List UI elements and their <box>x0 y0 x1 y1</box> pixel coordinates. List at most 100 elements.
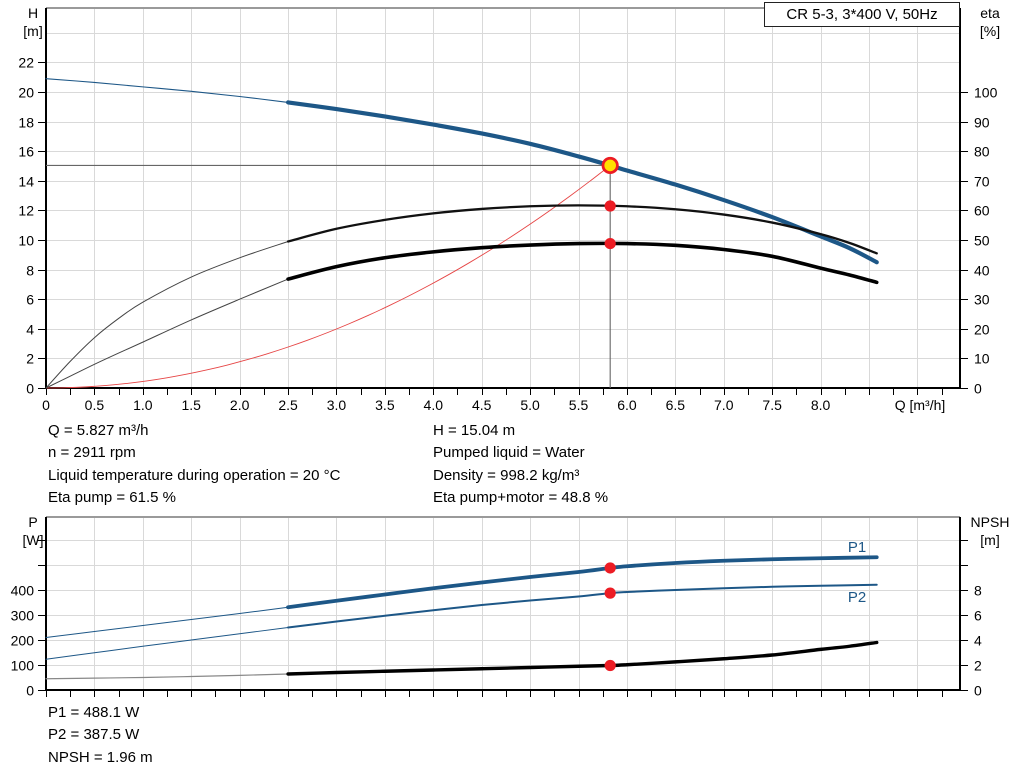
h-q-curve-thin <box>45 78 289 103</box>
operating-data-right-column: H = 15.04 m Pumped liquid = Water Densit… <box>433 420 608 509</box>
power-data-block: P1 = 488.1 W P2 = 387.5 W NPSH = 1.96 m <box>48 702 153 769</box>
y-left-axis-unit: [m] <box>23 23 42 39</box>
ticks <box>38 61 968 395</box>
eta-pump-motor-curve-thin <box>45 278 289 389</box>
gridlines <box>46 517 960 690</box>
y-right-axis-unit: [m] <box>980 532 999 548</box>
p1-curve-thin <box>45 606 289 638</box>
p1-value-line: P1 = 488.1 W <box>48 704 140 721</box>
y-left-tick-label: 100 <box>11 658 35 674</box>
qh-eta-chart: 0 0.5 1.0 1.5 2.0 2.5 3.0 3.5 4.0 4.5 5.0 5.5 6.0 6.5… <box>18 5 1000 413</box>
y-right-axis-unit: [%] <box>980 23 1000 39</box>
eta-pump-curve <box>286 204 878 255</box>
y-left-tick-label: 300 <box>11 608 35 624</box>
y-right-tick-label: 0 <box>974 683 982 699</box>
x-tick-label: 4.0 <box>424 397 444 413</box>
x-tick-label: 3.0 <box>327 397 347 413</box>
flow-value-line: Q = 5.827 m³/h <box>48 422 149 439</box>
x-tick-label: 3.5 <box>375 397 395 413</box>
y-left-tick-label: 16 <box>18 144 34 160</box>
y-right-tick-label: 0 <box>974 381 982 397</box>
y-left-tick-label: 200 <box>11 633 35 649</box>
y-right-tick-label: 50 <box>974 233 990 249</box>
x-tick-label: 6.0 <box>617 397 637 413</box>
y-left-tick-label: 0 <box>26 683 34 699</box>
liquid-temp-line: Liquid temperature during operation = 20… <box>48 466 341 484</box>
x-tick-label: 1.5 <box>181 397 201 413</box>
operating-data-left-column: Q = 5.827 m³/h n = 2911 rpm Liquid tempe… <box>48 420 340 509</box>
x-axis-unit-label: Q [m³/h] <box>895 397 946 413</box>
y-left-axis-title: H <box>28 5 38 21</box>
y-left-tick-label: 22 <box>18 55 34 71</box>
x-tick-label: 7.5 <box>762 397 782 413</box>
y-left-axis-title: P <box>28 514 37 530</box>
y-right-tick-label: 20 <box>974 322 990 338</box>
y-left-tick-label: 4 <box>26 322 34 338</box>
y-left-tick-label: 400 <box>11 583 35 599</box>
p1-curve <box>286 555 879 610</box>
h-q-curve <box>285 100 879 265</box>
p1-curve-label: P1 <box>848 539 866 556</box>
pump-model-title-box: CR 5-3, 3*400 V, 50Hz <box>764 2 960 27</box>
eta-pump-dot <box>604 200 616 212</box>
y-right-tick-label: 30 <box>974 292 990 308</box>
p2-curve <box>287 583 878 629</box>
y-right-tick-label: 8 <box>974 583 982 599</box>
npsh-value-line: NPSH = 1.96 m <box>48 748 153 766</box>
y-right-axis-title: NPSH <box>971 514 1010 530</box>
y-left-tick-label: 18 <box>18 115 34 131</box>
system-curve <box>45 165 611 389</box>
x-tick-label: 5.0 <box>520 397 540 413</box>
x-tick-label: 2.5 <box>278 397 298 413</box>
p1-dot <box>604 562 616 574</box>
pumped-liquid-line: Pumped liquid = Water <box>433 444 585 462</box>
gridlines <box>46 8 960 388</box>
y-left-tick-label: 12 <box>18 203 34 219</box>
y-left-tick-label: 6 <box>26 292 34 308</box>
y-right-tick-label: 10 <box>974 351 990 367</box>
y-right-tick-label: 100 <box>974 85 998 101</box>
x-tick-label: 7.0 <box>714 397 734 413</box>
tick-labels: 0 100 200 300 400 0 2 4 6 8 <box>11 583 982 699</box>
head-value-line: H = 15.04 m <box>433 422 516 439</box>
speed-value-line: n = 2911 rpm <box>48 444 136 462</box>
y-right-axis-title: eta <box>980 5 1000 21</box>
npsh-curve <box>286 640 879 676</box>
npsh-dot <box>604 659 616 672</box>
y-left-tick-label: 2 <box>26 351 34 367</box>
eta-pump-curve-thin <box>45 241 289 389</box>
y-right-tick-label: 6 <box>974 608 982 624</box>
x-tick-label: 8.0 <box>811 397 831 413</box>
y-left-tick-label: 14 <box>18 174 34 190</box>
power-npsh-chart: 0 100 200 300 400 0 2 4 6 8 P [W] NPSH [m] P1 P2 <box>11 514 1010 699</box>
x-tick-label: 2.0 <box>230 397 250 413</box>
pump-model-title: CR 5-3, 3*400 V, 50Hz <box>786 6 938 23</box>
x-tick-label: 0 <box>42 397 50 413</box>
tick-labels: 0 0.5 1.0 1.5 2.0 2.5 3.0 3.5 4.0 4.5 5.0 5.5 6.0 6.5… <box>18 55 997 414</box>
plot-frame <box>45 516 961 691</box>
y-left-tick-label: 10 <box>18 233 34 249</box>
x-tick-label: 4.5 <box>472 397 492 413</box>
p2-value-line: P2 = 387.5 W <box>48 726 140 744</box>
x-tick-label: 0.5 <box>85 397 105 413</box>
eta-pump-motor-curve <box>286 241 879 285</box>
eta-pump-line: Eta pump = 61.5 % <box>48 488 176 506</box>
y-right-tick-label: 60 <box>974 203 990 219</box>
y-right-tick-label: 90 <box>974 115 990 131</box>
x-tick-label: 5.5 <box>569 397 589 413</box>
p2-curve-thin <box>45 627 289 660</box>
p2-dot <box>604 587 616 599</box>
y-right-tick-label: 70 <box>974 174 990 190</box>
duty-point-marker <box>601 156 619 175</box>
y-right-tick-label: 2 <box>974 658 982 674</box>
ticks <box>38 539 968 697</box>
y-right-tick-label: 4 <box>974 633 982 649</box>
eta-pump-motor-line: Eta pump+motor = 48.8 % <box>433 488 609 506</box>
y-right-tick-label: 40 <box>974 263 990 279</box>
plot-frame <box>45 7 961 389</box>
y-left-tick-label: 0 <box>26 381 34 397</box>
y-left-axis-unit: [W] <box>23 532 44 548</box>
x-tick-label: 1.0 <box>133 397 153 413</box>
